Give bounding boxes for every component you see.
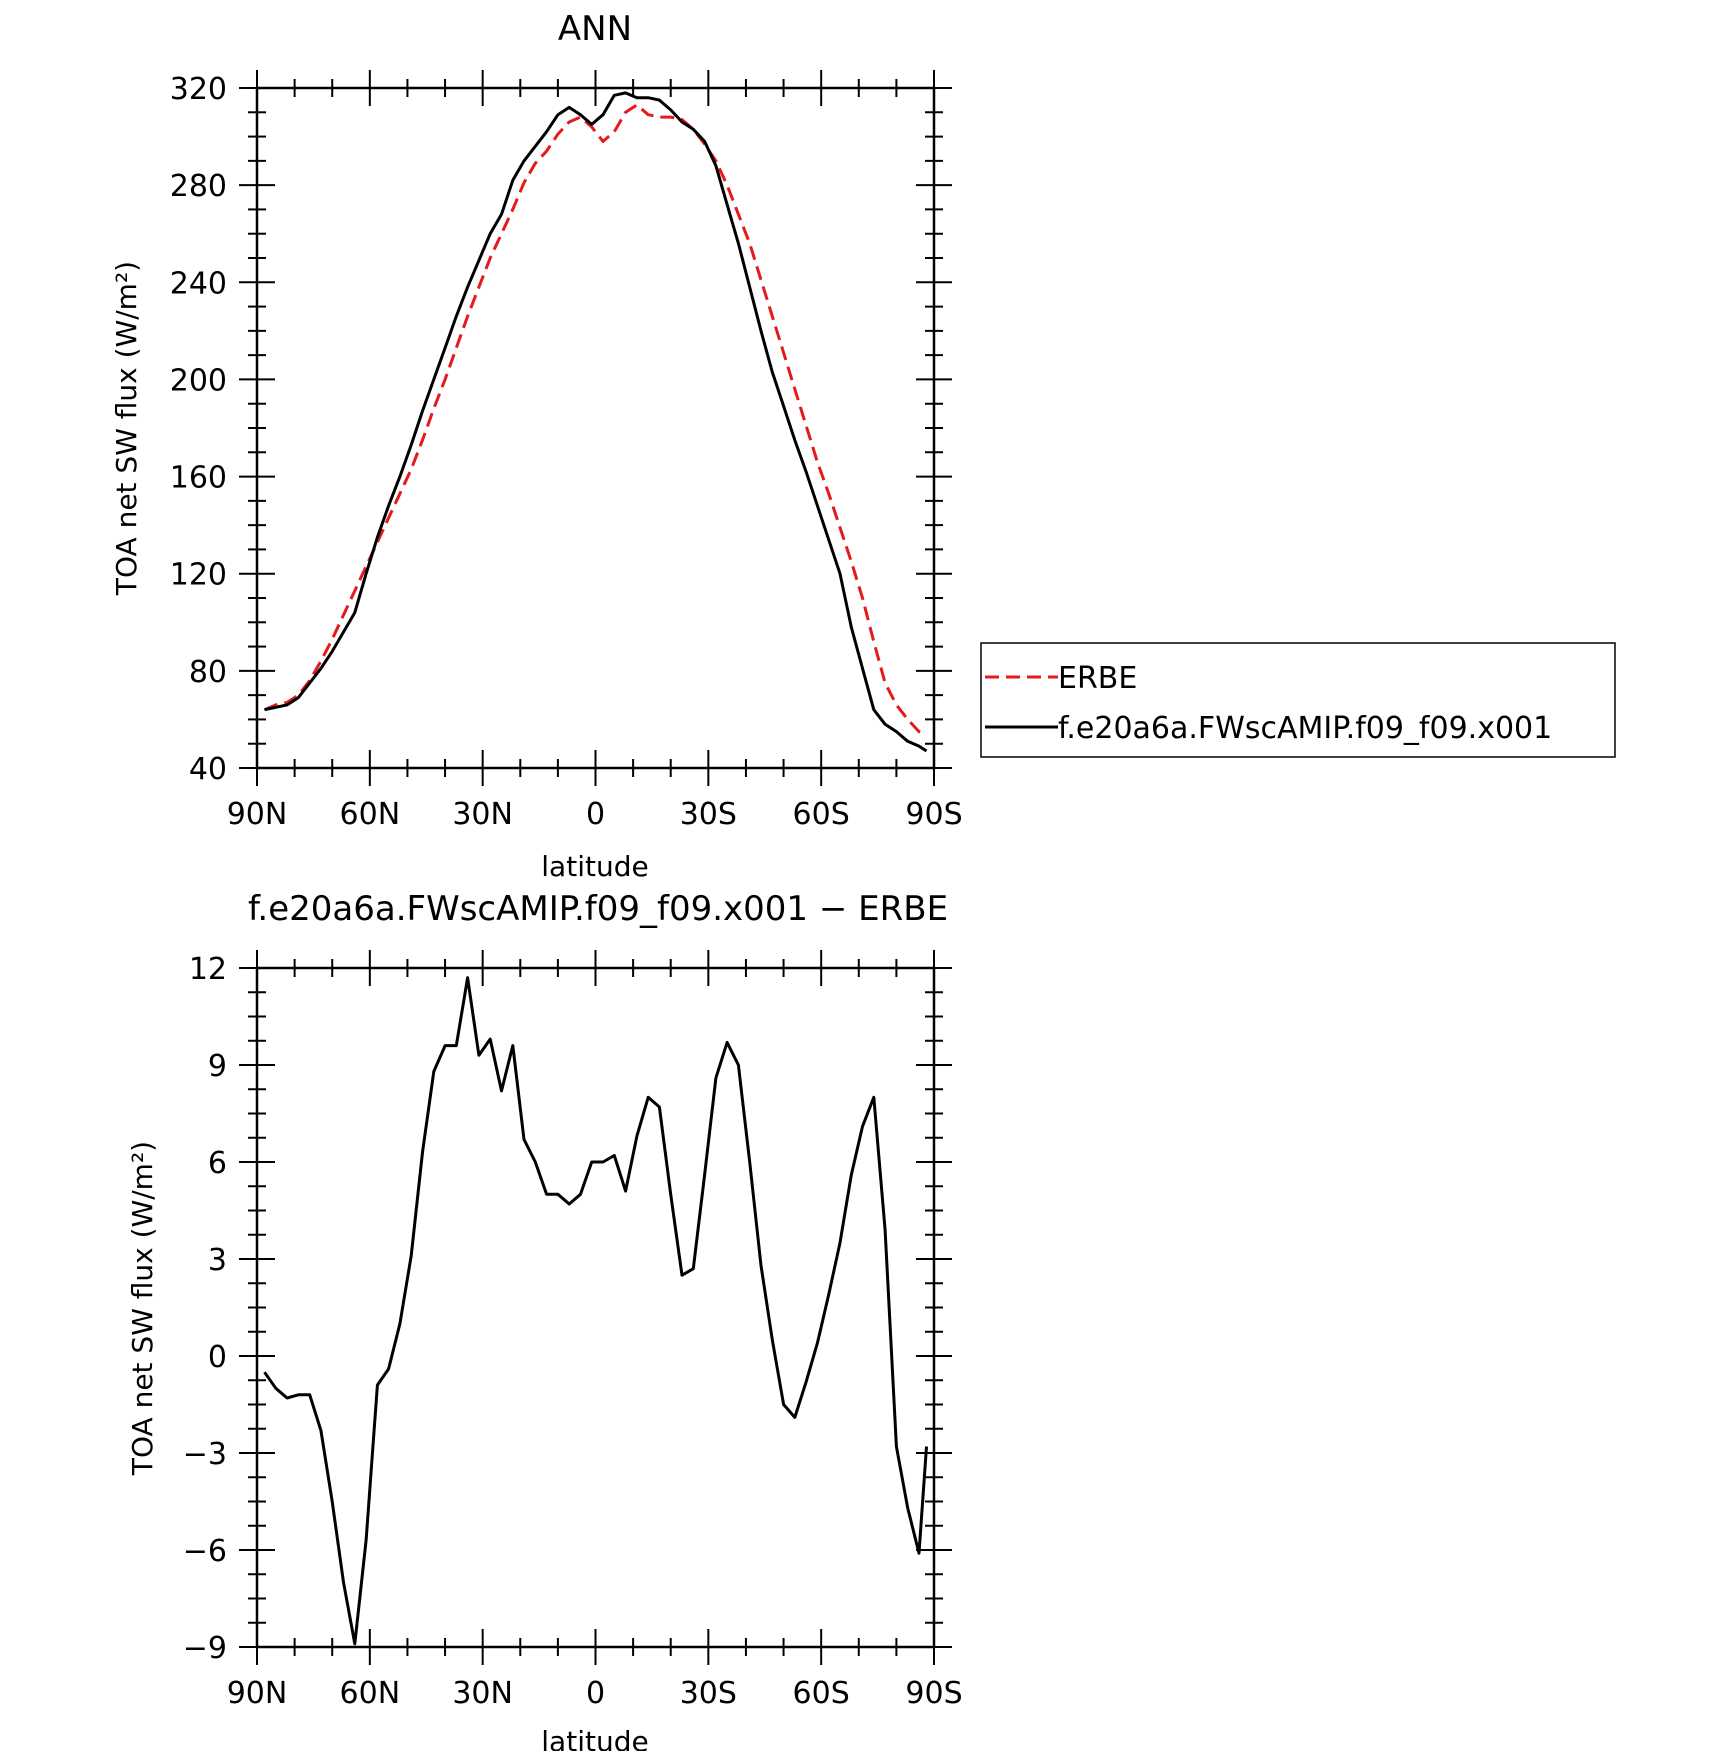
top-plot-frame [255,86,936,770]
series-line-1 [264,91,928,753]
top-y-axis-label: TOA net SW flux (W/m²) [110,261,143,596]
x-tick-label: 30N [452,1676,513,1711]
x-tick-label: 90N [227,797,288,832]
y-tick-label: 240 [170,266,227,301]
bottom-panel: f.e20a6a.FWscAMIP.f09_f09.x001 − ERBE −9… [126,889,963,1751]
y-tick-label: 9 [208,1049,227,1084]
x-tick-label: 30S [680,797,737,832]
y-tick-label: 12 [189,952,227,987]
top-y-tick-labels: 40 80 120 160 200 240 280 320 [170,72,227,787]
y-tick-label: 120 [170,558,227,593]
bottom-chart-title: f.e20a6a.FWscAMIP.f09_f09.x001 − ERBE [248,889,948,929]
y-tick-label: 6 [208,1146,227,1181]
y-tick-label: −6 [183,1534,227,1569]
top-axis-ticks [239,70,952,786]
y-tick-label: −9 [183,1631,227,1666]
top-chart-title: ANN [558,9,632,49]
y-tick-label: 0 [208,1340,227,1375]
x-tick-label: 90S [905,1676,962,1711]
x-tick-label: 60S [793,1676,850,1711]
x-tick-label: 90S [905,797,962,832]
top-x-tick-labels: 90N 60N 30N 0 30S 60S 90S [227,797,963,832]
legend-label-model: f.e20a6a.FWscAMIP.f09_f09.x001 [1058,711,1552,746]
y-tick-label: 80 [189,655,227,690]
x-tick-label: 60N [340,1676,401,1711]
y-tick-label: 280 [170,169,227,204]
x-tick-label: 0 [586,797,605,832]
bottom-series-group [263,976,928,1646]
x-tick-label: 60N [340,797,401,832]
x-tick-label: 30S [680,1676,737,1711]
bottom-axis-ticks [239,950,952,1665]
top-panel: ANN 40 80 120 160 200 240 280 320 90N 60N 30N 0 30S… [110,9,1616,883]
bottom-y-tick-labels: −9 −6 −3 0 3 6 9 12 [183,952,227,1666]
top-x-axis-label: latitude [541,850,648,883]
bottom-plot-frame [255,966,936,1649]
x-tick-label: 0 [586,1676,605,1711]
y-tick-label: 3 [208,1243,227,1278]
bottom-x-axis-label: latitude [541,1725,648,1751]
bottom-x-tick-labels: 90N 60N 30N 0 30S 60S 90S [227,1676,963,1711]
y-tick-label: 320 [170,72,227,107]
y-tick-label: 200 [170,363,227,398]
y-tick-label: 40 [189,752,227,787]
y-tick-label: 160 [170,461,227,496]
x-tick-label: 90N [227,1676,288,1711]
x-tick-label: 30N [452,797,513,832]
legend: ERBE f.e20a6a.FWscAMIP.f09_f09.x001 [980,642,1616,758]
legend-label-erbe: ERBE [1058,661,1137,696]
series-line-0 [263,103,927,736]
x-tick-label: 60S [793,797,850,832]
y-tick-label: −3 [183,1437,227,1472]
series-line-0 [263,976,928,1646]
legend-frame [980,642,1616,758]
top-series-group [263,91,928,753]
bottom-y-axis-label: TOA net SW flux (W/m²) [126,1141,159,1476]
